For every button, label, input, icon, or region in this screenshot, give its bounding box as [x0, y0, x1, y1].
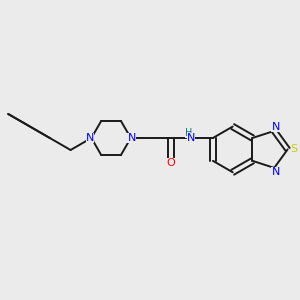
Text: S: S — [290, 144, 298, 154]
Text: N: N — [272, 167, 280, 177]
Text: N: N — [127, 133, 135, 143]
Text: H: H — [185, 128, 192, 138]
Text: N: N — [128, 133, 136, 143]
Text: N: N — [86, 133, 94, 143]
Text: N: N — [272, 122, 280, 132]
Text: N: N — [187, 133, 195, 143]
Text: O: O — [167, 158, 175, 168]
